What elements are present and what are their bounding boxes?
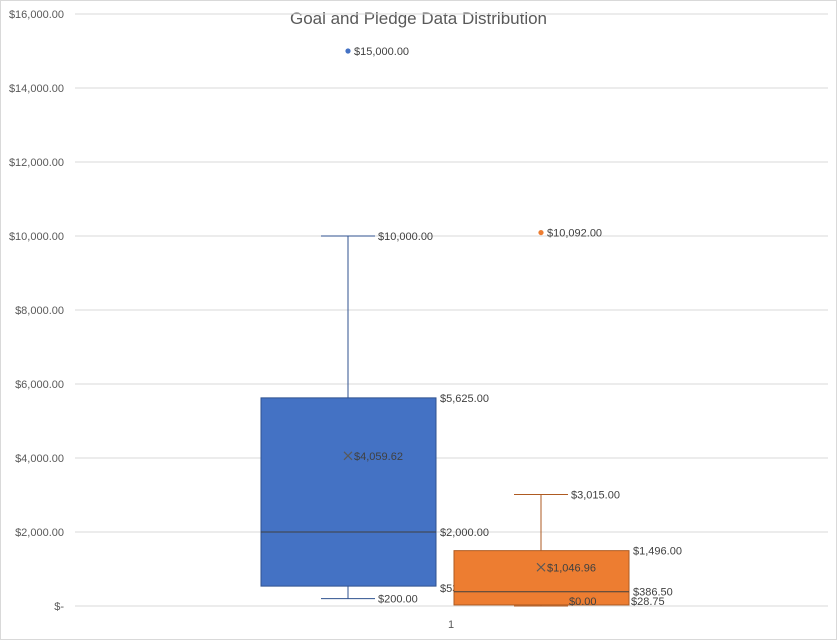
box-iqr <box>260 397 437 587</box>
min-label: $0.00 <box>569 596 597 608</box>
outlier-label: $15,000.00 <box>354 46 409 58</box>
y-tick-label: $10,000.00 <box>9 231 64 243</box>
y-tick-label: $12,000.00 <box>9 157 64 169</box>
outlier-label: $10,092.00 <box>547 228 602 240</box>
median-label: $386.50 <box>633 587 673 599</box>
y-tick-label: $- <box>54 601 64 613</box>
x-tick-label: 1 <box>448 619 454 631</box>
mean-marker <box>536 562 546 572</box>
mean-marker <box>343 451 353 461</box>
mean-label: $4,059.62 <box>354 451 403 463</box>
y-tick-label: $4,000.00 <box>15 453 64 465</box>
box-iqr <box>453 550 630 606</box>
q3-label: $1,496.00 <box>633 546 682 558</box>
y-tick-label: $14,000.00 <box>9 83 64 95</box>
y-tick-label: $6,000.00 <box>15 379 64 391</box>
max-label: $10,000.00 <box>378 231 433 243</box>
mean-label: $1,046.96 <box>547 562 596 574</box>
q1-label: $28.75 <box>631 596 665 608</box>
max-label: $3,015.00 <box>571 489 620 501</box>
q3-label: $5,625.00 <box>440 393 489 405</box>
y-tick-label: $2,000.00 <box>15 527 64 539</box>
outlier-point <box>345 48 351 54</box>
y-tick-label: $8,000.00 <box>15 305 64 317</box>
outlier-point <box>538 229 544 236</box>
min-label: $200.00 <box>378 594 418 606</box>
median-label: $2,000.00 <box>440 527 489 539</box>
y-tick-label: $16,000.00 <box>9 9 64 21</box>
